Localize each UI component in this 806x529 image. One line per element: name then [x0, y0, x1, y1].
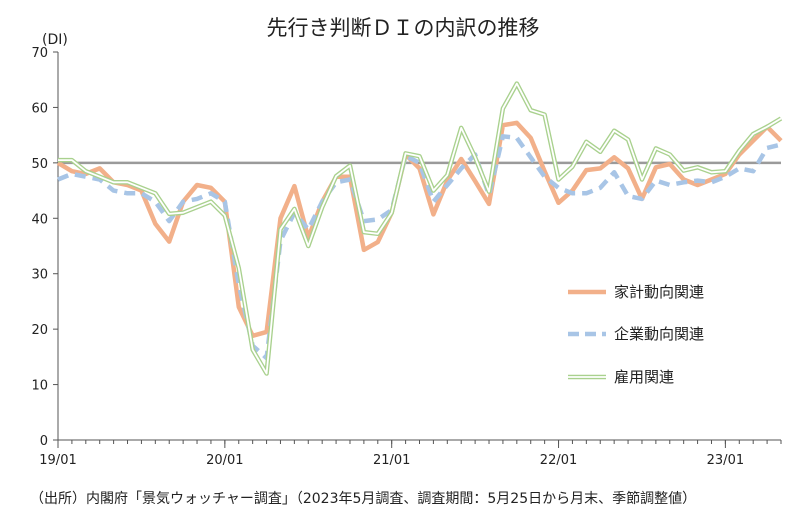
legend-item-1-label: 家計動向関連	[614, 283, 704, 301]
y-tick-label: 70	[31, 46, 48, 61]
x-tick-label: 21/01	[373, 453, 410, 468]
y-tick-label: 50	[31, 157, 48, 172]
x-tick-label: 23/01	[707, 453, 744, 468]
y-tick-label: 60	[31, 101, 48, 116]
series-lines	[56, 81, 783, 376]
series-3-line-inner	[58, 82, 782, 375]
y-axis-label: (DI)	[42, 32, 68, 48]
y-tick-label: 20	[31, 323, 48, 338]
y-tick-label: 10	[31, 379, 48, 394]
source-note: （出所）内閣府「景気ウォッチャー調査」（2023年5月調査、調査期間：5月25日…	[30, 491, 697, 507]
legend-item-2: 企業動向関連	[568, 325, 704, 343]
y-tick-label: 40	[31, 212, 48, 227]
y-tick-label: 0	[40, 434, 48, 449]
legend-item-3: 雇用関連	[568, 368, 674, 386]
x-tick-label: 22/01	[540, 453, 577, 468]
axes: 0 10 20 30 40 50 60 70(DI) 19/01 20/01 21/01 22/01 2…	[31, 32, 782, 468]
legend-item-2-label: 企業動向関連	[614, 325, 704, 343]
chart-title: 先行き判断ＤＩの内訳の推移	[266, 16, 540, 40]
x-tick-label: 20/01	[206, 453, 243, 468]
x-tick-label: 19/01	[39, 453, 76, 468]
series-2-line	[57, 134, 782, 361]
legend-item-1: 家計動向関連	[568, 283, 704, 301]
legend-item-3-label: 雇用関連	[614, 368, 674, 386]
y-tick-label: 30	[31, 268, 48, 283]
